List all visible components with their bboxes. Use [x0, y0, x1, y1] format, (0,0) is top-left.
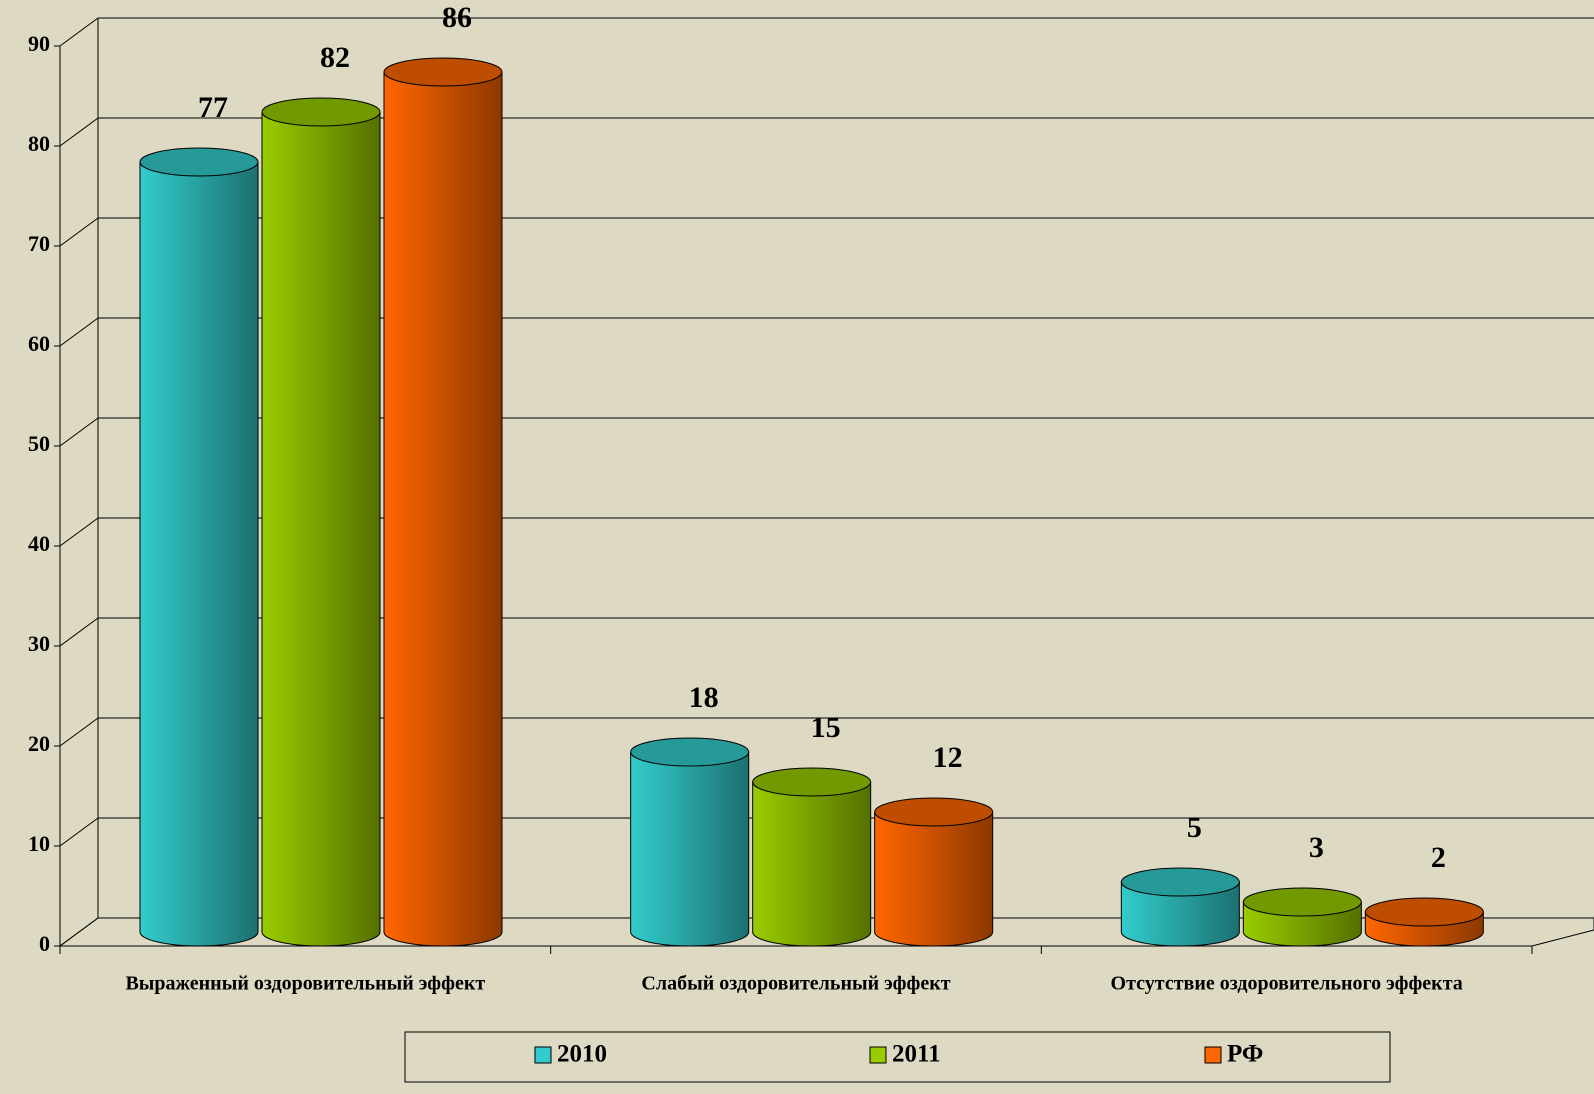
- cylinder-top: [139, 147, 259, 177]
- value-label: 5: [1187, 811, 1202, 844]
- y-tick-label: 80: [28, 131, 50, 156]
- value-label: 82: [320, 41, 350, 74]
- cylinder-body: [261, 111, 381, 947]
- value-label: 3: [1309, 831, 1324, 864]
- legend-box: [404, 1031, 1391, 1083]
- x-tick-label: Слабый оздоровительный эффект: [641, 973, 950, 995]
- x-tick-label: Выраженный оздоровительный эффект: [125, 973, 485, 995]
- value-label: 86: [442, 1, 472, 34]
- cylinder-body: [383, 71, 503, 947]
- y-tick-label: 60: [28, 331, 50, 356]
- legend-swatch: [869, 1046, 887, 1064]
- legend-label: 2011: [892, 1041, 941, 1068]
- value-label: 12: [933, 741, 963, 774]
- value-label: 77: [198, 91, 228, 124]
- cylinder-top: [1120, 867, 1240, 897]
- cylinder-top: [752, 767, 872, 797]
- legend-label: РФ: [1227, 1041, 1263, 1068]
- y-tick-label: 70: [28, 231, 50, 256]
- value-label: 2: [1431, 841, 1446, 874]
- grid-line-side: [59, 717, 99, 747]
- y-tick-label: 20: [28, 731, 50, 756]
- cylinder-top: [874, 797, 994, 827]
- legend-label: 2010: [557, 1041, 607, 1068]
- cylinder-top: [261, 97, 381, 127]
- grid-line-side: [59, 417, 99, 447]
- value-label: 18: [689, 681, 719, 714]
- legend-swatch: [534, 1046, 552, 1064]
- y-tick-label: 10: [28, 831, 50, 856]
- cylinder-body: [630, 751, 750, 947]
- y-tick-label: 90: [28, 31, 50, 56]
- y-tick-label: 30: [28, 631, 50, 656]
- grid-line-side: [59, 617, 99, 647]
- cylinder-top: [1364, 897, 1484, 927]
- cylinder-body: [874, 811, 994, 947]
- cylinder-body: [1120, 881, 1240, 947]
- grid-line-side: [59, 817, 99, 847]
- x-tick-label: Отсутствие оздоровительного эффекта: [1111, 973, 1463, 995]
- cylinder-top: [630, 737, 750, 767]
- legend-swatch: [1204, 1046, 1222, 1064]
- grid-line-side: [59, 117, 99, 147]
- y-tick-label: 40: [28, 531, 50, 556]
- y-tick-label: 0: [39, 931, 50, 956]
- grid-line-side: [59, 17, 99, 47]
- grid-line-side: [59, 517, 99, 547]
- value-label: 15: [811, 711, 841, 744]
- cylinder-top: [383, 57, 503, 87]
- grid-line-side: [59, 317, 99, 347]
- cylinder-top: [1242, 887, 1362, 917]
- y-tick-label: 50: [28, 431, 50, 456]
- grid-line-side: [59, 917, 99, 947]
- cylinder-body: [139, 161, 259, 947]
- grid-line-side: [59, 217, 99, 247]
- cylinder-body: [752, 781, 872, 947]
